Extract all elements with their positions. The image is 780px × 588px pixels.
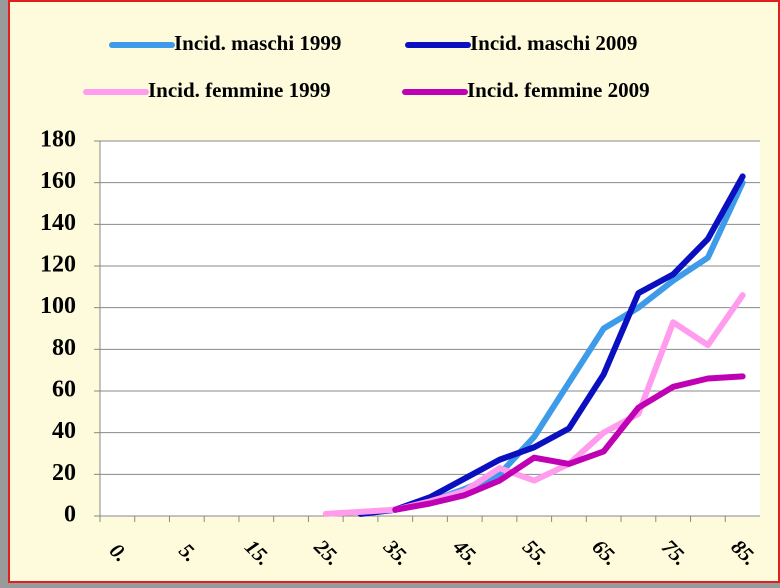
y-tick-label: 0	[64, 502, 76, 528]
y-tick-label: 160	[40, 168, 76, 194]
y-tick-label: 100	[40, 293, 76, 319]
y-tick-label: 120	[40, 252, 76, 278]
y-tick-label: 40	[52, 418, 76, 444]
plot-area	[100, 141, 760, 516]
legend-label: Incid. femmine 2009	[467, 78, 650, 102]
y-tick-label: 140	[40, 210, 76, 236]
y-tick-label: 80	[52, 335, 76, 361]
legend-label: Incid. maschi 2009	[470, 31, 637, 55]
y-tick-label: 20	[52, 460, 76, 486]
legend-label: Incid. femmine 1999	[148, 78, 331, 102]
y-tick-label: 60	[52, 377, 76, 403]
series-line	[392, 373, 746, 513]
series-line	[357, 173, 746, 517]
y-tick-label: 180	[40, 127, 76, 153]
legend-label: Incid. maschi 1999	[174, 31, 341, 55]
